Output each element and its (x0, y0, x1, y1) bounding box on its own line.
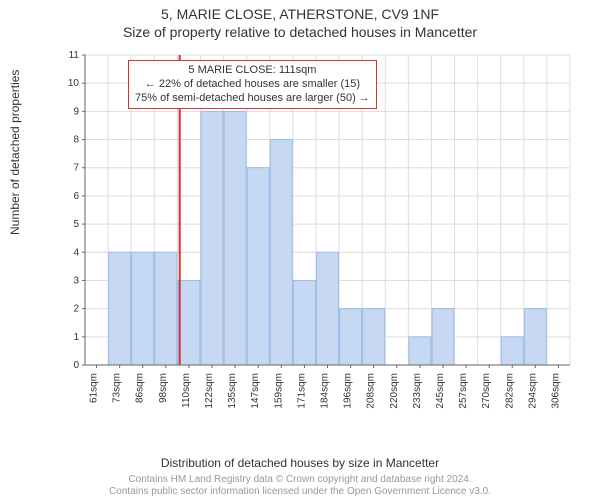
infobox-line2: ← 22% of detached houses are smaller (15… (135, 78, 370, 92)
svg-text:0: 0 (73, 360, 79, 371)
svg-text:294sqm: 294sqm (527, 373, 538, 409)
footer-line2: Contains public sector information licen… (0, 486, 600, 498)
svg-text:257sqm: 257sqm (458, 373, 469, 409)
svg-text:61sqm: 61sqm (89, 373, 100, 403)
x-axis-label: Distribution of detached houses by size … (0, 456, 600, 470)
svg-text:7: 7 (73, 163, 79, 174)
infobox-line3: 75% of semi-detached houses are larger (… (135, 92, 370, 106)
svg-text:110sqm: 110sqm (181, 373, 192, 408)
svg-text:73sqm: 73sqm (112, 373, 123, 403)
svg-text:8: 8 (73, 135, 79, 146)
svg-text:9: 9 (73, 106, 79, 117)
svg-text:135sqm: 135sqm (227, 373, 238, 409)
infobox-line1: 5 MARIE CLOSE: 111sqm (135, 64, 370, 78)
svg-text:196sqm: 196sqm (343, 373, 354, 409)
svg-text:4: 4 (73, 247, 79, 258)
svg-text:10: 10 (68, 78, 80, 89)
svg-text:184sqm: 184sqm (320, 373, 331, 409)
property-info-box: 5 MARIE CLOSE: 111sqm ← 22% of detached … (128, 60, 377, 109)
svg-text:245sqm: 245sqm (435, 373, 446, 409)
svg-text:282sqm: 282sqm (504, 373, 515, 409)
svg-text:98sqm: 98sqm (158, 373, 169, 403)
svg-text:220sqm: 220sqm (389, 373, 400, 409)
svg-text:171sqm: 171sqm (296, 373, 307, 409)
svg-text:147sqm: 147sqm (250, 373, 261, 409)
svg-text:11: 11 (69, 50, 80, 61)
svg-text:270sqm: 270sqm (481, 373, 492, 409)
page-subtitle: Size of property relative to detached ho… (0, 22, 600, 44)
svg-text:3: 3 (73, 275, 79, 286)
svg-text:233sqm: 233sqm (412, 373, 423, 409)
svg-text:122sqm: 122sqm (204, 373, 215, 409)
svg-text:208sqm: 208sqm (366, 373, 377, 409)
svg-text:1: 1 (73, 332, 79, 343)
svg-text:6: 6 (73, 191, 79, 202)
y-axis-label: Number of detached properties (8, 70, 22, 235)
svg-text:5: 5 (73, 219, 79, 230)
svg-text:159sqm: 159sqm (273, 373, 284, 409)
svg-text:2: 2 (73, 304, 79, 315)
svg-text:306sqm: 306sqm (550, 373, 561, 409)
svg-text:86sqm: 86sqm (135, 373, 146, 403)
footer-line1: Contains HM Land Registry data © Crown c… (0, 474, 600, 486)
page-address: 5, MARIE CLOSE, ATHERSTONE, CV9 1NF (0, 0, 600, 22)
footer-attribution: Contains HM Land Registry data © Crown c… (0, 474, 600, 498)
